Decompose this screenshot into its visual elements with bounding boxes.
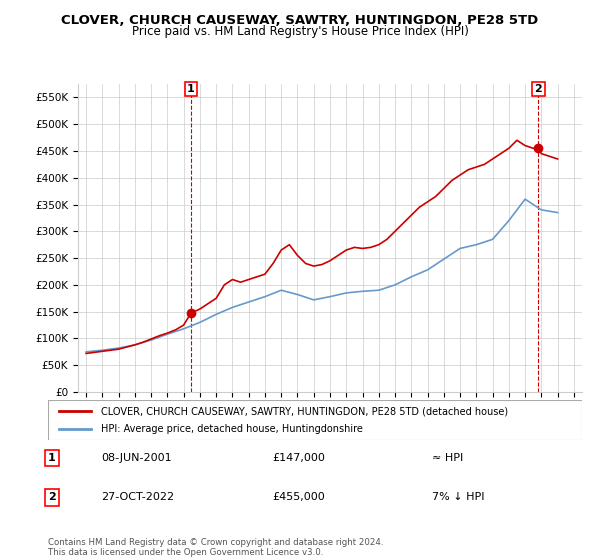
- Text: £455,000: £455,000: [272, 492, 325, 502]
- Text: 7% ↓ HPI: 7% ↓ HPI: [433, 492, 485, 502]
- Text: Contains HM Land Registry data © Crown copyright and database right 2024.
This d: Contains HM Land Registry data © Crown c…: [48, 538, 383, 557]
- Text: HPI: Average price, detached house, Huntingdonshire: HPI: Average price, detached house, Hunt…: [101, 423, 363, 433]
- Text: £147,000: £147,000: [272, 453, 325, 463]
- Text: 2: 2: [48, 492, 56, 502]
- Text: CLOVER, CHURCH CAUSEWAY, SAWTRY, HUNTINGDON, PE28 5TD (detached house): CLOVER, CHURCH CAUSEWAY, SAWTRY, HUNTING…: [101, 407, 509, 417]
- Text: 27-OCT-2022: 27-OCT-2022: [101, 492, 175, 502]
- Text: ≈ HPI: ≈ HPI: [433, 453, 464, 463]
- Text: 1: 1: [187, 84, 195, 94]
- Text: 08-JUN-2001: 08-JUN-2001: [101, 453, 172, 463]
- Text: 1: 1: [48, 453, 56, 463]
- Text: CLOVER, CHURCH CAUSEWAY, SAWTRY, HUNTINGDON, PE28 5TD: CLOVER, CHURCH CAUSEWAY, SAWTRY, HUNTING…: [61, 14, 539, 27]
- Text: 2: 2: [535, 84, 542, 94]
- Text: Price paid vs. HM Land Registry's House Price Index (HPI): Price paid vs. HM Land Registry's House …: [131, 25, 469, 38]
- FancyBboxPatch shape: [48, 400, 582, 440]
